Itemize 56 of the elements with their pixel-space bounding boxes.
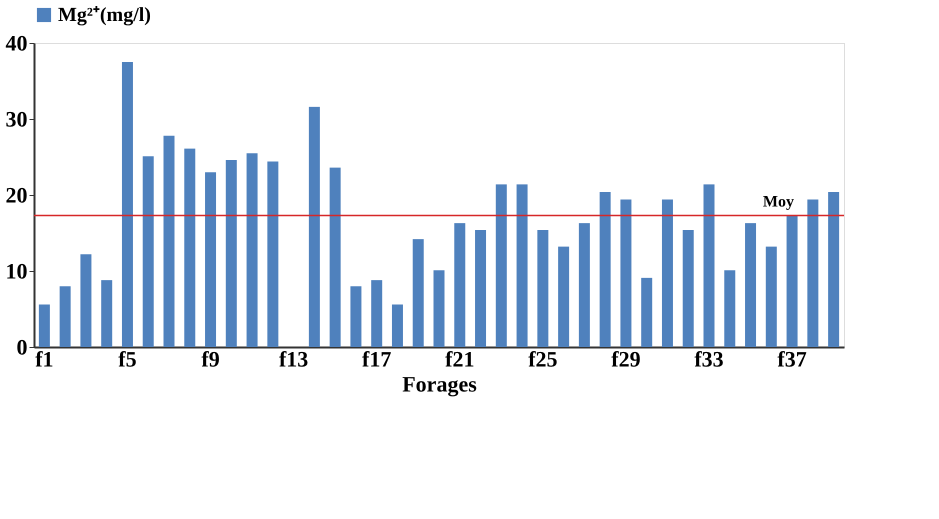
y-tick-label: 10 <box>6 258 28 284</box>
bar <box>122 62 133 347</box>
y-tick-label: 0 <box>16 334 28 360</box>
x-tick-label: f9 <box>201 346 220 372</box>
x-tick-label: f33 <box>694 346 724 372</box>
bar <box>38 304 50 347</box>
bar <box>330 168 341 347</box>
bar <box>496 184 507 347</box>
bar <box>724 270 736 347</box>
bar <box>205 172 216 347</box>
bar <box>454 223 466 347</box>
bar <box>578 223 590 347</box>
y-tick-label: 40 <box>6 30 28 56</box>
bar <box>620 200 632 347</box>
bar <box>434 270 444 347</box>
x-axis-title: Forages <box>402 372 478 396</box>
bar <box>371 280 382 347</box>
x-tick-label: f29 <box>611 346 641 372</box>
bar <box>682 230 694 347</box>
bar <box>786 216 798 347</box>
bar <box>142 156 154 347</box>
x-tick-label: f37 <box>777 346 807 372</box>
bar <box>80 254 92 347</box>
bar <box>704 184 714 347</box>
bar <box>807 200 818 347</box>
bar <box>662 200 673 347</box>
x-tick-label: f1 <box>35 346 54 372</box>
x-tick-label: f21 <box>445 346 474 372</box>
bar <box>60 286 71 347</box>
bar <box>246 153 258 347</box>
bar <box>828 192 840 347</box>
x-tick-label: f17 <box>362 346 392 372</box>
bar <box>267 162 278 347</box>
legend-label: Mg²⁺(mg/l) <box>58 4 151 26</box>
bar <box>101 280 112 347</box>
bar <box>184 148 196 347</box>
x-tick-label: f25 <box>528 346 558 372</box>
bar <box>308 106 320 347</box>
ref-line-label: Moy <box>762 194 794 211</box>
bar <box>226 160 237 347</box>
bar <box>412 239 424 347</box>
y-tick-label: 20 <box>6 182 28 208</box>
bar <box>392 304 403 347</box>
bar <box>350 286 362 347</box>
bar <box>164 136 174 347</box>
x-tick-label: f13 <box>278 346 308 372</box>
bar <box>537 230 548 347</box>
y-tick-label: 30 <box>6 106 28 132</box>
bar <box>475 230 486 347</box>
bar <box>516 184 528 347</box>
bar <box>558 246 570 347</box>
bar <box>641 278 652 347</box>
bar <box>600 192 611 347</box>
bar <box>745 223 756 347</box>
bar <box>766 246 777 347</box>
x-tick-label: f5 <box>118 346 137 372</box>
